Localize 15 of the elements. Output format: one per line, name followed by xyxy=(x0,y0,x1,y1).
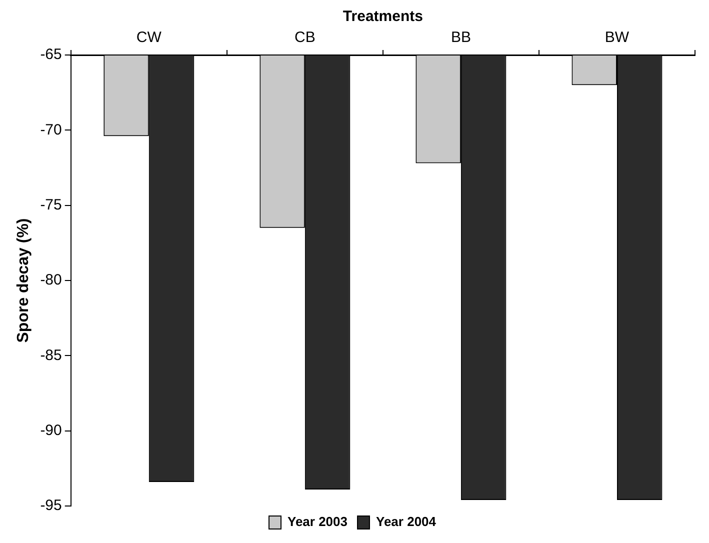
y-tick-label: -75 xyxy=(40,196,62,214)
x-tick-label: BB xyxy=(450,29,471,46)
y-tick-label: -70 xyxy=(40,121,62,138)
legend-label: Year 2003 xyxy=(287,514,348,530)
x-tick-label: BW xyxy=(604,29,630,46)
y-tick-label: -80 xyxy=(40,272,62,289)
x-axis-title: Treatments xyxy=(342,8,423,26)
y-tick-label: -95 xyxy=(40,497,62,514)
y-tick-label: -90 xyxy=(40,422,62,439)
y-tick-label: -65 xyxy=(40,46,62,64)
x-tick-label: CW xyxy=(136,29,162,46)
legend-label: Year 2004 xyxy=(376,514,437,530)
y-tick-label: -85 xyxy=(40,346,62,364)
x-tick-label: CB xyxy=(294,29,316,46)
y-axis-title: Spore decay (%) xyxy=(15,218,32,343)
